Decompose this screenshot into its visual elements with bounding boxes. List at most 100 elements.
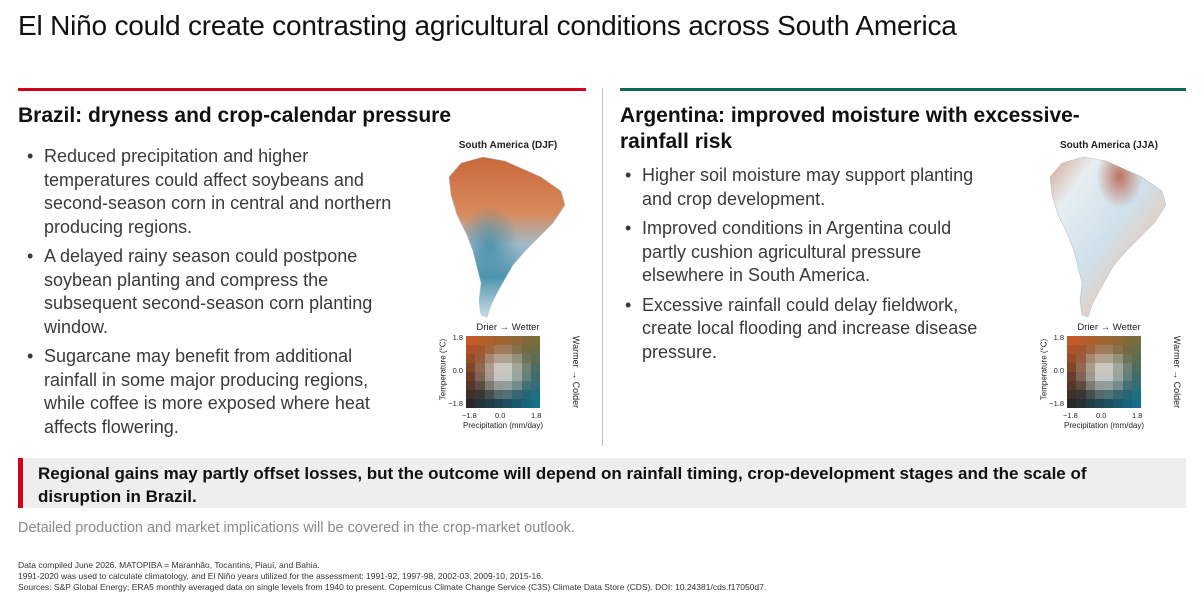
legend-y-tick: −1.8 [448, 399, 463, 408]
legend-cell [1076, 399, 1086, 408]
legend-right-label: Warmer → Colder [1172, 335, 1182, 409]
legend-cell [1131, 345, 1141, 354]
legend-cell [1067, 336, 1077, 345]
legend-cell [1094, 336, 1104, 345]
legend-cell [503, 363, 513, 372]
legend-cell [1113, 390, 1123, 399]
legend-cell [1085, 363, 1095, 372]
legend-cell [530, 363, 540, 372]
legend-cell [484, 345, 494, 354]
legend-cell [1104, 336, 1114, 345]
legend-cell [1076, 381, 1086, 390]
legend-cell [1094, 390, 1104, 399]
argentina-map-panel: South America (JJA) Drier → Wetter [1034, 140, 1184, 443]
legend-cell [1085, 372, 1095, 381]
legend-cell [1067, 345, 1077, 354]
legend-cell [503, 345, 513, 354]
legend-cell [1085, 399, 1095, 408]
legend-color-grid [466, 336, 540, 408]
legend-cell [1076, 372, 1086, 381]
brazil-heading: Brazil: dryness and crop-calendar pressu… [18, 104, 451, 127]
legend-top-label: Drier → Wetter [1077, 322, 1141, 333]
brazil-accent-rule [18, 88, 586, 91]
legend-cell [1094, 399, 1104, 408]
legend-cell [1104, 345, 1114, 354]
legend-cell [466, 354, 476, 363]
follow-up-note: Detailed production and market implicati… [18, 520, 575, 536]
legend-cell [1085, 336, 1095, 345]
legend-cell [521, 363, 531, 372]
legend-cell [512, 399, 522, 408]
legend-cell [493, 372, 503, 381]
legend-cell [466, 372, 476, 381]
legend-cell [521, 372, 531, 381]
legend-cell [1104, 390, 1114, 399]
map-title: South America (DJF) [458, 140, 558, 151]
brazil-bullet: Reduced precipitation and higher tempera… [24, 145, 396, 239]
argentina-accent-rule [620, 88, 1186, 91]
legend-cell [1085, 390, 1095, 399]
legend-cell [1076, 363, 1086, 372]
legend-cell [1122, 363, 1132, 372]
legend-cell [512, 372, 522, 381]
legend-cell [1113, 381, 1123, 390]
legend-cell [1113, 345, 1123, 354]
south-america-djf-map [448, 156, 566, 318]
legend-cell [503, 399, 513, 408]
legend-cell [521, 381, 531, 390]
legend-cell [1122, 336, 1132, 345]
legend-cell [512, 363, 522, 372]
legend-cell [466, 345, 476, 354]
legend-cell [493, 363, 503, 372]
legend-cell [530, 390, 540, 399]
legend-cell [1067, 399, 1077, 408]
legend-cell [512, 336, 522, 345]
legend-cell [1067, 363, 1077, 372]
argentina-bullet: Higher soil moisture may support plantin… [622, 164, 992, 211]
legend-cell [512, 381, 522, 390]
bivariate-legend: Temperature (°C) 1.8 0.0 −1.8 −1.8 0.0 1… [1034, 333, 1184, 443]
legend-top-label: Drier → Wetter [476, 322, 540, 333]
legend-cell [1067, 372, 1077, 381]
legend-cell [475, 363, 485, 372]
legend-x-tick: −1.8 [462, 411, 477, 420]
legend-cell [1076, 354, 1086, 363]
legend-cell [1122, 390, 1132, 399]
legend-x-tick: 1.8 [531, 411, 542, 420]
legend-cell [475, 390, 485, 399]
legend-y-tick: −1.8 [1049, 399, 1064, 408]
legend-cell [521, 390, 531, 399]
legend-cell [1085, 345, 1095, 354]
legend-cell [484, 372, 494, 381]
legend-cell [1113, 363, 1123, 372]
legend-cell [475, 381, 485, 390]
legend-cell [1067, 390, 1077, 399]
legend-cell [1131, 372, 1141, 381]
column-divider [602, 88, 603, 446]
legend-cell [475, 372, 485, 381]
legend-cell [503, 381, 513, 390]
legend-cell [1131, 381, 1141, 390]
legend-cell [466, 336, 476, 345]
legend-cell [1104, 354, 1114, 363]
legend-cell [484, 363, 494, 372]
brazil-bullet: Sugarcane may benefit from additional ra… [24, 345, 396, 439]
legend-cell [503, 354, 513, 363]
brazil-map-panel: South America (DJF) Drier → Wetter [433, 140, 583, 443]
legend-cell [484, 399, 494, 408]
legend-cell [466, 363, 476, 372]
argentina-section: Argentina: improved moisture with excess… [620, 88, 1186, 430]
legend-cell [1122, 399, 1132, 408]
legend-cell [1076, 345, 1086, 354]
legend-cell [1067, 354, 1077, 363]
legend-cell [530, 336, 540, 345]
legend-cell [503, 372, 513, 381]
bivariate-legend: Temperature (°C) 1.8 0.0 −1.8 −1.8 0.0 1… [433, 333, 583, 443]
legend-cell [466, 381, 476, 390]
legend-cell [530, 345, 540, 354]
legend-cell [475, 345, 485, 354]
legend-y-tick: 1.8 [452, 333, 463, 342]
legend-cell [1094, 345, 1104, 354]
legend-cell [1122, 354, 1132, 363]
legend-cell [493, 381, 503, 390]
